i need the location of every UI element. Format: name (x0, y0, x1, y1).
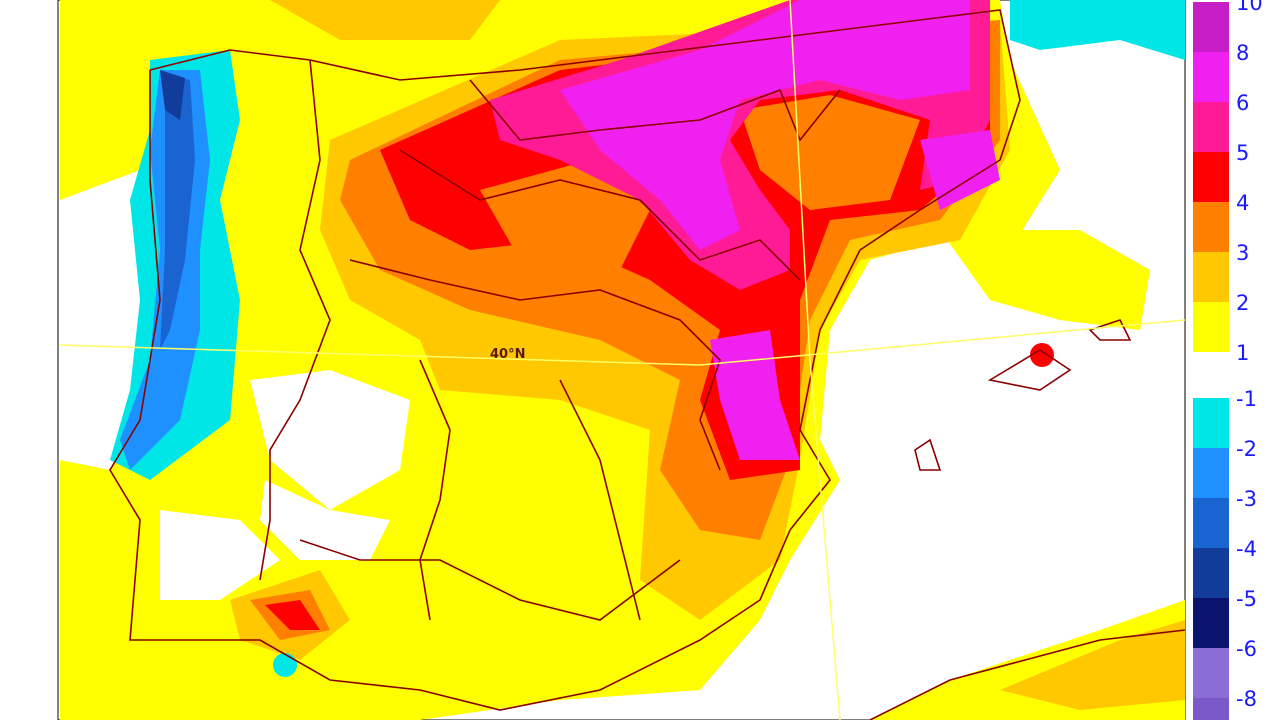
color-swatch (1193, 698, 1229, 720)
color-swatch (1193, 2, 1229, 52)
colorbar-label: 6 (1236, 91, 1249, 115)
color-swatch (1193, 252, 1229, 302)
colorbar-label: -4 (1236, 537, 1257, 561)
color-swatch (1193, 52, 1229, 102)
map: 40°N (57, 0, 1186, 720)
colorbar-label: 5 (1236, 141, 1249, 165)
color-swatch (1193, 398, 1229, 448)
colorbar-label: -1 (1236, 387, 1257, 411)
colorbar-label: -2 (1236, 437, 1257, 461)
colorbar-label: 4 (1236, 191, 1249, 215)
colorbar-label: 8 (1236, 41, 1249, 65)
colorbar: 10 8 6 5 4 3 2 1 -1 -2 -3 -4 -5 -6 -8 (1193, 0, 1263, 720)
colorbar-label: -6 (1236, 637, 1257, 661)
color-swatch (1193, 648, 1229, 698)
color-swatch (1193, 498, 1229, 548)
colorbar-label: 2 (1236, 291, 1249, 315)
colorbar-label: 10 (1236, 0, 1263, 15)
colorbar-label: -5 (1236, 587, 1257, 611)
colorbar-label: 1 (1236, 341, 1249, 365)
color-swatch (1193, 102, 1229, 152)
colorbar-label: -8 (1236, 687, 1257, 711)
color-swatch (1193, 448, 1229, 498)
color-swatch (1193, 202, 1229, 252)
color-swatch (1193, 302, 1229, 352)
color-swatch (1193, 152, 1229, 202)
color-swatch (1193, 548, 1229, 598)
colorbar-label: 3 (1236, 241, 1249, 265)
colorbar-label: -3 (1236, 487, 1257, 511)
latitude-label: 40°N (490, 347, 525, 362)
color-swatch (1193, 598, 1229, 648)
